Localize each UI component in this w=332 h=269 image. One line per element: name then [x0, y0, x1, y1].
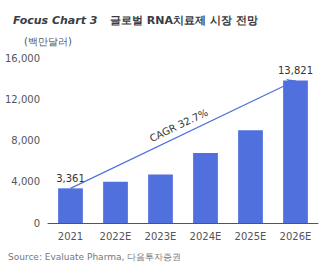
svg-text:13,821: 13,821 — [278, 65, 313, 76]
svg-text:CAGR 32.7%: CAGR 32.7% — [148, 107, 210, 144]
svg-text:0: 0 — [34, 218, 40, 229]
svg-text:8,000: 8,000 — [11, 135, 40, 146]
svg-text:2025E: 2025E — [235, 231, 267, 242]
svg-text:Source: Evaluate Pharma, 다음투자증: Source: Evaluate Pharma, 다음투자증권 — [8, 252, 181, 262]
svg-text:2026E: 2026E — [280, 231, 312, 242]
svg-text:4,000: 4,000 — [11, 176, 40, 187]
svg-text:2021: 2021 — [58, 231, 83, 242]
svg-text:Focus Chart 3: Focus Chart 3 — [13, 14, 98, 27]
svg-text:(백만달러): (백만달러) — [24, 36, 72, 47]
svg-text:2024E: 2024E — [190, 231, 222, 242]
svg-text:16,000: 16,000 — [5, 53, 40, 64]
svg-text:2023E: 2023E — [145, 231, 177, 242]
svg-text:글로벌 RNA치료제 시장 전망: 글로벌 RNA치료제 시장 전망 — [110, 14, 258, 27]
svg-text:3,361: 3,361 — [56, 173, 85, 184]
svg-text:2022E: 2022E — [100, 231, 132, 242]
svg-text:12,000: 12,000 — [5, 94, 40, 105]
